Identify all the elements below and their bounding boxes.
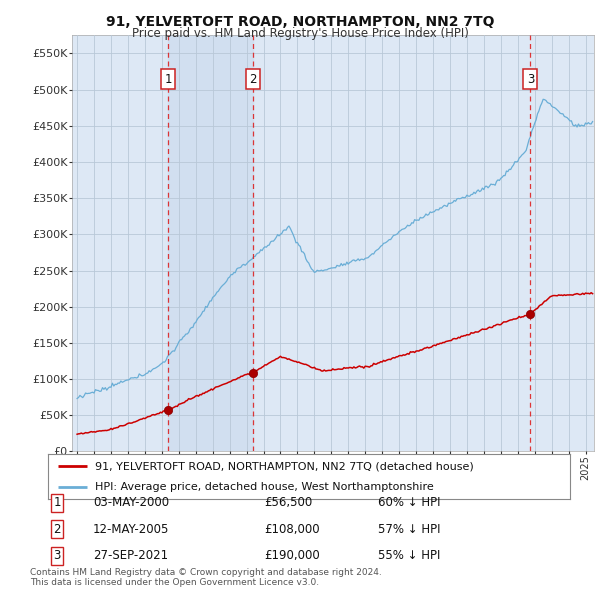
Text: 1: 1 xyxy=(164,73,172,86)
Text: £108,000: £108,000 xyxy=(264,523,320,536)
Text: 91, YELVERTOFT ROAD, NORTHAMPTON, NN2 7TQ: 91, YELVERTOFT ROAD, NORTHAMPTON, NN2 7T… xyxy=(106,15,494,29)
Text: 2: 2 xyxy=(53,523,61,536)
Text: 60% ↓ HPI: 60% ↓ HPI xyxy=(378,496,440,509)
Text: 55% ↓ HPI: 55% ↓ HPI xyxy=(378,549,440,562)
Text: 3: 3 xyxy=(527,73,534,86)
Text: 91, YELVERTOFT ROAD, NORTHAMPTON, NN2 7TQ (detached house): 91, YELVERTOFT ROAD, NORTHAMPTON, NN2 7T… xyxy=(95,461,474,471)
Text: 12-MAY-2005: 12-MAY-2005 xyxy=(93,523,169,536)
Text: £190,000: £190,000 xyxy=(264,549,320,562)
Bar xyxy=(168,35,253,451)
Text: 3: 3 xyxy=(53,549,61,562)
Text: 2: 2 xyxy=(249,73,257,86)
Text: 57% ↓ HPI: 57% ↓ HPI xyxy=(378,523,440,536)
Text: HPI: Average price, detached house, West Northamptonshire: HPI: Average price, detached house, West… xyxy=(95,481,434,491)
Text: 03-MAY-2000: 03-MAY-2000 xyxy=(93,496,169,509)
Text: £56,500: £56,500 xyxy=(264,496,312,509)
Text: Contains HM Land Registry data © Crown copyright and database right 2024.
This d: Contains HM Land Registry data © Crown c… xyxy=(30,568,382,587)
Text: 1: 1 xyxy=(53,496,61,509)
Text: 27-SEP-2021: 27-SEP-2021 xyxy=(93,549,168,562)
Text: Price paid vs. HM Land Registry's House Price Index (HPI): Price paid vs. HM Land Registry's House … xyxy=(131,27,469,40)
